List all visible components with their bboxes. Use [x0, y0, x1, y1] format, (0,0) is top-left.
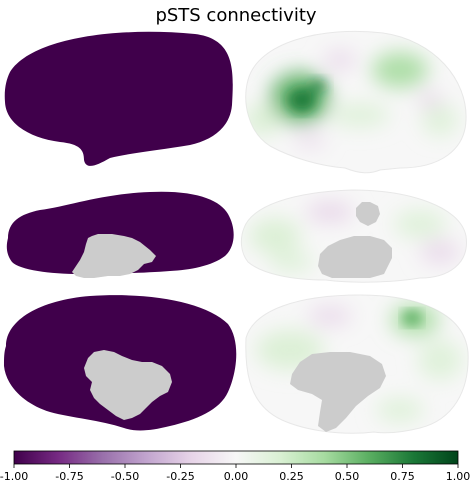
connectivity-overlay-row2: [249, 202, 460, 272]
colorbar-tick-label: -0.25: [166, 470, 194, 483]
seed-mask-row2: [6, 191, 234, 274]
masked-region-row3: [84, 350, 172, 420]
colorbar-tick-label: 0.00: [224, 470, 249, 483]
seed-mask-row1: [4, 31, 233, 166]
masked-region-row2-right: [318, 236, 392, 278]
colorbar-tick-label: -0.75: [55, 470, 83, 483]
colorbar-tick-label: 0.25: [279, 470, 304, 483]
colorbar-tick-label: -0.50: [111, 470, 139, 483]
colorbar-tick-label: 0.75: [390, 470, 415, 483]
colorbar: [14, 451, 458, 464]
colorbar-ticks: -1.00 -0.75 -0.50 -0.25 0.00 0.25 0.50 0.75 1.00: [0, 464, 470, 483]
chart-title: pSTS connectivity: [155, 5, 316, 26]
connectivity-overlay-row3: [256, 304, 462, 422]
colorbar-tick-label: -1.00: [0, 470, 28, 483]
masked-region-row3-right: [290, 352, 386, 432]
masked-region-row2-top: [356, 202, 380, 226]
colorbar-tick-label: 1.00: [446, 470, 471, 483]
connectivity-overlay-row1: [245, 50, 458, 148]
colorbar-tick-label: 0.50: [335, 470, 360, 483]
masked-region-row2: [72, 234, 156, 278]
